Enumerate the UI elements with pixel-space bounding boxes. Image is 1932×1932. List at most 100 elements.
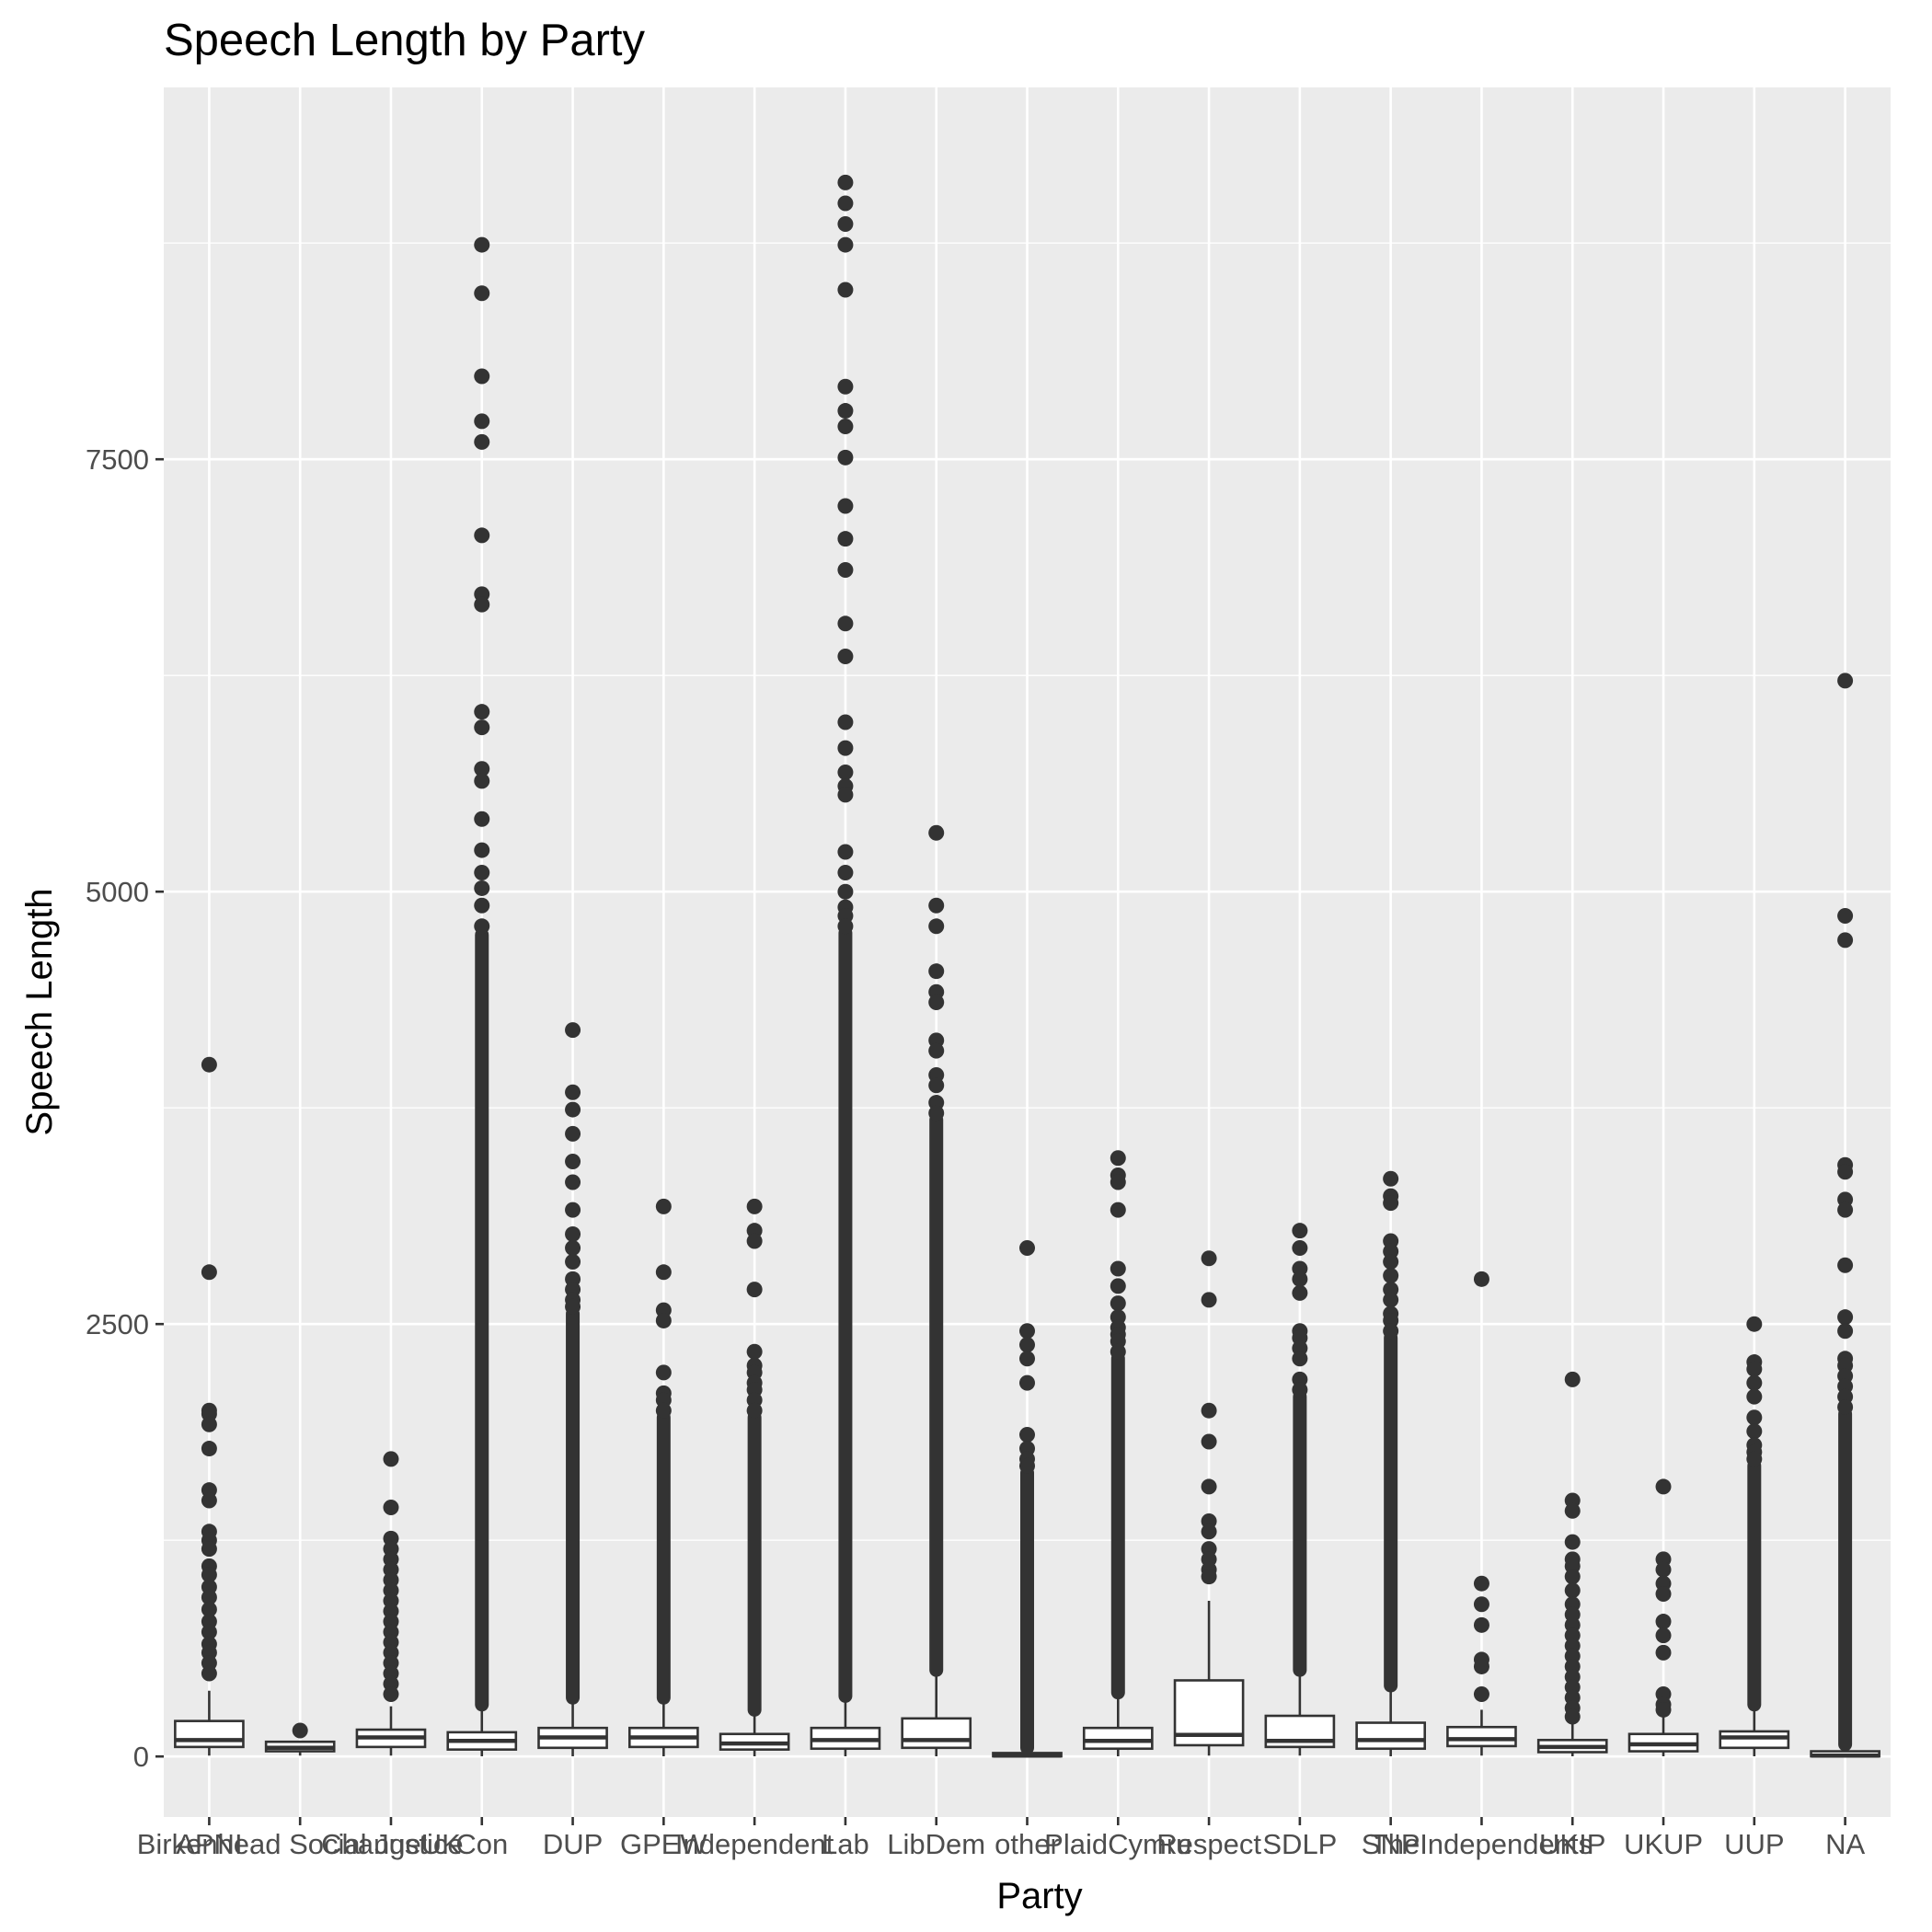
outlier-point xyxy=(201,1567,217,1583)
outlier-point xyxy=(1564,1569,1581,1585)
box-independent xyxy=(719,1198,790,1757)
outlier-point xyxy=(201,1264,217,1281)
box-respect xyxy=(1173,1250,1245,1756)
outlier-point xyxy=(1019,1374,1035,1391)
outlier-point xyxy=(1201,1569,1217,1585)
outlier-point xyxy=(1837,1257,1854,1273)
box-sdlp xyxy=(1264,1223,1336,1756)
y-tick-label: 2500 xyxy=(86,1308,149,1340)
box-iqr xyxy=(1082,1726,1154,1751)
outlier-point xyxy=(837,418,854,434)
box-ukip xyxy=(1536,1371,1608,1757)
outlier-point xyxy=(837,216,854,233)
outlier-point xyxy=(1746,1423,1763,1440)
outlier-point xyxy=(746,1233,763,1249)
outlier-point xyxy=(1383,1323,1399,1340)
outlier-point xyxy=(474,368,490,385)
box-iqr xyxy=(174,1719,245,1749)
box-birkenhead social justice xyxy=(264,1722,336,1756)
x-tick-label: UKIP xyxy=(1539,1828,1605,1860)
outlier-point xyxy=(837,844,854,860)
outlier-point xyxy=(928,1042,945,1059)
box-snp xyxy=(1355,1170,1427,1757)
outlier-point xyxy=(1655,1561,1672,1578)
outlier-point xyxy=(837,449,854,466)
outlier-point xyxy=(928,1105,945,1121)
outlier-point xyxy=(292,1722,308,1739)
outlier-point xyxy=(474,413,490,430)
outlier-point xyxy=(474,918,490,935)
outlier-point xyxy=(837,562,854,579)
outlier-point xyxy=(1110,1343,1126,1360)
outlier-point xyxy=(565,1225,581,1242)
outlier-point xyxy=(1655,1701,1672,1718)
outlier-point xyxy=(474,761,490,777)
outlier-point xyxy=(1383,1195,1399,1212)
box-apni xyxy=(174,1056,245,1756)
outlier-point xyxy=(565,1084,581,1100)
outlier-point xyxy=(1564,1502,1581,1519)
outlier-point xyxy=(1019,1351,1035,1367)
x-tick-label: Respect xyxy=(1156,1828,1261,1860)
outlier-point xyxy=(655,1264,672,1281)
outlier-point xyxy=(1564,1708,1581,1725)
y-tick-label: 0 xyxy=(133,1741,149,1773)
outlier-point xyxy=(474,285,490,302)
outlier-point xyxy=(837,282,854,298)
outlier-point xyxy=(1383,1292,1399,1308)
outlier-point xyxy=(928,824,945,841)
outlier-point xyxy=(746,1282,763,1298)
outlier-point xyxy=(201,1589,217,1605)
outlier-point xyxy=(474,527,490,544)
outlier-point xyxy=(928,963,945,980)
box-lab xyxy=(810,174,881,1757)
outlier-point xyxy=(1655,1478,1672,1495)
outlier-point xyxy=(1292,1239,1308,1256)
outlier-point xyxy=(201,1665,217,1682)
outlier-point xyxy=(201,1541,217,1558)
outlier-point xyxy=(1110,1278,1126,1294)
outlier-point xyxy=(1473,1575,1489,1592)
outlier-point xyxy=(837,649,854,665)
outlier-point xyxy=(1837,1398,1854,1415)
x-tick-label: GPEW xyxy=(620,1828,707,1860)
outlier-point xyxy=(201,1441,217,1457)
outlier-point xyxy=(837,787,854,803)
outlier-point xyxy=(837,195,854,212)
x-tick-label: Lab xyxy=(822,1828,869,1860)
outlier-point xyxy=(746,1198,763,1214)
outlier-point xyxy=(565,1202,581,1218)
x-tick-label: Birkenhead Social Justice xyxy=(137,1828,464,1860)
outlier-point xyxy=(837,764,854,780)
x-tick-label: TheIndependents xyxy=(1371,1828,1593,1860)
outlier-point xyxy=(383,1686,399,1703)
outlier-point xyxy=(1019,1457,1035,1474)
outlier-point xyxy=(1019,1337,1035,1353)
outlier-point xyxy=(1655,1627,1672,1644)
outlier-point xyxy=(928,918,945,935)
outlier-point xyxy=(1292,1351,1308,1367)
y-axis-title: Speech Length xyxy=(19,888,60,1135)
outlier-point xyxy=(1837,908,1854,925)
outlier-point xyxy=(1110,1174,1126,1190)
y-tick-label: 7500 xyxy=(86,443,149,476)
outlier-point xyxy=(837,918,854,935)
outlier-point xyxy=(1110,1260,1126,1277)
x-tick-label: APNI xyxy=(176,1828,242,1860)
x-tick-label: LibDem xyxy=(887,1828,985,1860)
outlier-point xyxy=(1201,1250,1217,1267)
x-tick-label: other xyxy=(995,1828,1060,1860)
outlier-point xyxy=(1746,1388,1763,1405)
outlier-point xyxy=(837,740,854,756)
outlier-point xyxy=(474,865,490,881)
outlier-point xyxy=(655,1364,672,1381)
box-series xyxy=(174,174,1880,1758)
outlier-point xyxy=(565,1174,581,1190)
outlier-point xyxy=(565,1101,581,1118)
outlier-point xyxy=(1110,1150,1126,1167)
box-gpew xyxy=(627,1198,699,1757)
box-plaidcymru xyxy=(1082,1150,1154,1757)
box-libdem xyxy=(901,824,972,1757)
outlier-point xyxy=(474,719,490,736)
